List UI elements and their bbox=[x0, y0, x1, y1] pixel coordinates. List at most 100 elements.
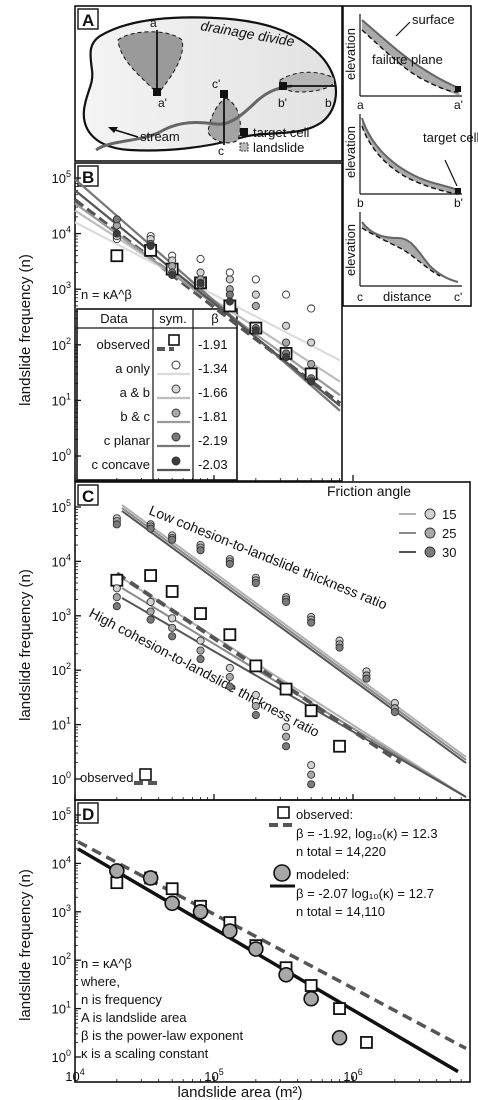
point-d-modeled bbox=[164, 895, 180, 912]
profile-c-right-label: c' bbox=[454, 290, 462, 304]
x-tick-label: 106 bbox=[343, 1067, 362, 1084]
point-b-0 bbox=[110, 249, 124, 263]
legend-landslide-label: landslide bbox=[253, 140, 304, 155]
panel-c-legend: 15 25 30 bbox=[399, 507, 456, 560]
point-c-3 bbox=[335, 643, 344, 652]
profile-a-failure-label-text: failure plane bbox=[372, 52, 443, 67]
point-b-2 bbox=[225, 275, 234, 284]
panel-d-ylabel: landslide frequency (n) bbox=[17, 869, 34, 1021]
y-tick-label-D: 102 bbox=[52, 951, 71, 968]
panel-d-observed-beta: β = -1.92, log₁₀(κ) = 12.3 bbox=[296, 826, 438, 841]
point-b-3 bbox=[307, 360, 316, 369]
point-d-modeled bbox=[222, 923, 238, 939]
point-d-observed bbox=[110, 876, 124, 890]
panel-b-letter-box bbox=[77, 165, 99, 187]
panel-d-note: n = κA^β bbox=[81, 956, 132, 971]
y-tick-exp: 2 bbox=[66, 336, 71, 346]
x-tick-base: 10 bbox=[65, 1069, 79, 1084]
panel-d-note: κ is a scaling constant bbox=[81, 1046, 209, 1061]
point-c-4 bbox=[146, 597, 155, 606]
y-tick-exp: 4 bbox=[66, 225, 71, 235]
point-d-modeled bbox=[248, 941, 264, 957]
stream-arrow-head bbox=[108, 127, 118, 133]
y-tick-exp: 0 bbox=[66, 1048, 71, 1058]
point-c-6 bbox=[146, 615, 155, 624]
panel-d-frame bbox=[74, 799, 471, 1083]
point-c-0 bbox=[223, 628, 237, 642]
panel-d-note: A is landslide area bbox=[81, 1010, 187, 1025]
x-tick-label: 105 bbox=[204, 1067, 223, 1084]
y-tick-exp: 5 bbox=[66, 498, 71, 508]
y-tick-label-B: 104 bbox=[52, 225, 71, 242]
panel-d-modeled-label: modeled: bbox=[296, 867, 349, 882]
y-tick-exp: 3 bbox=[66, 607, 71, 617]
profile-a-right-label: a' bbox=[454, 98, 463, 112]
point-d-modeled bbox=[303, 990, 319, 1007]
panel-b-equation: n = κA^β bbox=[81, 287, 132, 302]
panel-d-modeled-legend-circle bbox=[273, 864, 291, 882]
table-row-data: a & b bbox=[120, 385, 150, 400]
table-row-data: c planar bbox=[104, 433, 151, 448]
y-tick-base: 10 bbox=[52, 663, 66, 678]
point-b-2 bbox=[196, 268, 205, 277]
point-c-4 bbox=[225, 663, 234, 672]
y-tick-exp: 0 bbox=[66, 447, 71, 457]
point-b-5 bbox=[251, 326, 260, 335]
panel-c-letter: C bbox=[82, 487, 94, 506]
legend-circle-c bbox=[424, 527, 436, 539]
y-tick-base: 10 bbox=[52, 500, 66, 515]
y-tick-label-C: 105 bbox=[52, 498, 71, 515]
map-label-a-prime: a' bbox=[158, 96, 167, 110]
table-sym-circle bbox=[171, 384, 181, 394]
profile-c-ylabel: elevation bbox=[343, 224, 358, 276]
x-tick-base: 10 bbox=[343, 1069, 357, 1084]
point-c-3 bbox=[362, 674, 371, 683]
panel-d-observed-label: observed: bbox=[296, 807, 353, 822]
panel-c-observed-legend-square bbox=[139, 768, 152, 781]
y-tick-exp: 5 bbox=[66, 169, 71, 179]
low-cohesion-line-0 bbox=[121, 504, 467, 758]
point-d-modeled bbox=[109, 863, 125, 879]
table-header-sym: sym. bbox=[159, 311, 186, 326]
point-c-3 bbox=[146, 524, 155, 533]
profile-c-xlabel: distance bbox=[383, 289, 431, 304]
panel-d-modeled-beta: β = -2.07 log₁₀(κ) = 12.7 bbox=[296, 886, 434, 901]
fit-line-c-observed bbox=[115, 571, 402, 765]
point-c-3 bbox=[307, 618, 316, 627]
point-c-0 bbox=[304, 704, 318, 718]
point-c-5 bbox=[225, 672, 234, 682]
legend-label-c: 30 bbox=[442, 545, 456, 560]
point-c-6 bbox=[112, 602, 121, 611]
x-axis-label: landslide area (m²) bbox=[177, 1084, 302, 1100]
panel-b-annotations: n = κA^β Data sym. β observed -1.91 a only… bbox=[76, 287, 238, 481]
panel-d-annotations: observed: β = -1.92, log₁₀(κ) = 12.3 n t… bbox=[80, 806, 438, 1061]
point-d-observed bbox=[333, 1002, 346, 1015]
marks-layer bbox=[73, 178, 467, 1074]
point-b-2 bbox=[251, 290, 260, 299]
y-tick-label-B: 102 bbox=[52, 336, 71, 353]
point-b-3 bbox=[251, 301, 260, 310]
point-c-5 bbox=[146, 607, 155, 616]
y-tick-label-B: 103 bbox=[52, 280, 71, 297]
panel-d-modeled-total: n total = 14,110 bbox=[296, 904, 385, 919]
profile-b-target-pointer bbox=[444, 159, 458, 187]
profile-b-failure-plane bbox=[361, 125, 459, 195]
point-c-5 bbox=[196, 646, 205, 655]
panel-b-ylabel: landslide frequency (n) bbox=[17, 254, 34, 406]
y-tick-base: 10 bbox=[52, 953, 66, 968]
table-row-beta: -2.19 bbox=[198, 433, 228, 448]
point-c-3 bbox=[390, 708, 399, 717]
point-b-4 bbox=[225, 290, 234, 299]
y-tick-label-D: 101 bbox=[52, 1000, 71, 1017]
target-cell-a bbox=[153, 88, 161, 96]
y-tick-label-C: 102 bbox=[52, 661, 71, 678]
point-c-5 bbox=[251, 701, 260, 711]
y-tick-label-C: 104 bbox=[52, 552, 71, 569]
panel-d-notes: n = κA^β where, n is frequency A is landsli… bbox=[80, 956, 244, 1061]
panel-b-legend-table bbox=[76, 308, 238, 481]
table-sym-circle bbox=[171, 360, 181, 370]
table-rows: observed -1.91 a only -1.34 a & b -1.66 b & c -… bbox=[91, 334, 228, 472]
point-d-observed bbox=[360, 1036, 373, 1049]
y-tick-base: 10 bbox=[52, 905, 66, 920]
